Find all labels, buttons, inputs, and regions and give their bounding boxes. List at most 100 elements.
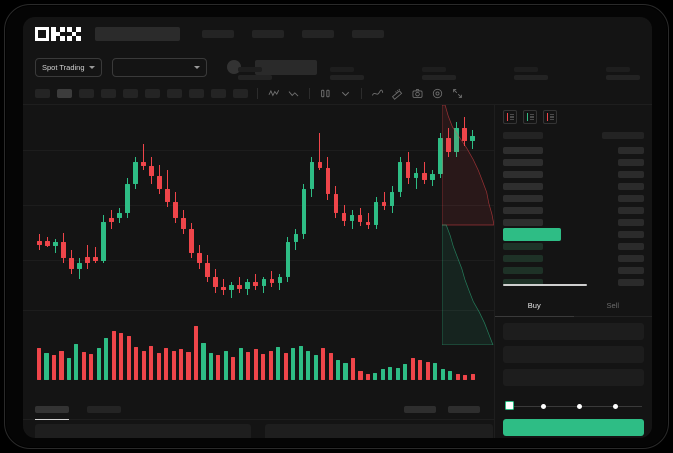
last-price-value xyxy=(254,59,317,75)
volume-bar xyxy=(208,353,214,380)
candlestick xyxy=(69,105,74,310)
candlestick xyxy=(429,105,435,310)
timeframe-button-1[interactable] xyxy=(35,89,50,98)
volume-bar xyxy=(104,338,109,380)
order-book-ask-row[interactable] xyxy=(503,144,644,156)
orderbook-mode-asks[interactable] xyxy=(543,110,557,124)
order-amount xyxy=(618,194,644,202)
chevron-down-icon[interactable] xyxy=(339,87,352,100)
order-amount xyxy=(618,182,644,190)
orderbook-mode-both[interactable] xyxy=(503,110,517,124)
timeframe-button-3[interactable] xyxy=(79,89,94,98)
column-header-price xyxy=(503,132,543,139)
top-navigation-bar xyxy=(23,17,652,51)
nav-link-4[interactable] xyxy=(352,30,384,38)
tab-order-history[interactable] xyxy=(87,406,121,413)
nav-link-2[interactable] xyxy=(252,30,284,38)
candlestick xyxy=(141,105,146,310)
tab-sell[interactable]: Sell xyxy=(606,301,619,310)
tab-open-orders[interactable] xyxy=(35,406,69,420)
submit-buy-button[interactable] xyxy=(503,419,644,436)
candlestick xyxy=(453,105,459,310)
nav-link-3[interactable] xyxy=(302,30,334,38)
okx-logo-icon[interactable] xyxy=(35,27,81,41)
candlestick xyxy=(77,105,82,310)
stat-label xyxy=(606,67,630,72)
order-amount xyxy=(618,242,644,250)
order-book-bid-row[interactable] xyxy=(503,252,644,264)
candlestick xyxy=(93,105,98,310)
amount-percent-slider[interactable] xyxy=(505,401,642,411)
market-type-dropdown[interactable]: Spot Trading xyxy=(35,57,102,77)
slider-handle[interactable] xyxy=(505,401,514,410)
timeframe-button-5[interactable] xyxy=(123,89,138,98)
order-book-ask-row[interactable] xyxy=(503,156,644,168)
candlestick xyxy=(237,105,243,310)
candlestick-icon[interactable] xyxy=(267,87,280,100)
timeframe-button-2[interactable] xyxy=(57,89,72,98)
tab-buy[interactable]: Buy xyxy=(495,295,574,317)
timeframe-button-7[interactable] xyxy=(167,89,182,98)
timeframe-button-6[interactable] xyxy=(145,89,160,98)
volume-bar xyxy=(238,348,243,380)
stat-value xyxy=(422,75,456,80)
timeframe-button-4[interactable] xyxy=(101,89,116,98)
candlestick xyxy=(53,105,58,310)
candlestick xyxy=(85,105,90,310)
order-price xyxy=(503,254,543,262)
candlestick xyxy=(277,105,283,310)
order-book-ask-row[interactable] xyxy=(503,204,644,216)
ruler-icon[interactable] xyxy=(391,87,404,100)
pair-selector-dropdown[interactable] xyxy=(111,57,207,77)
volume-bar xyxy=(463,375,468,380)
order-book-bid-row[interactable] xyxy=(503,240,644,252)
orderbook-mode-bids[interactable] xyxy=(523,110,537,124)
candlestick xyxy=(45,105,50,310)
logo-letter-o xyxy=(35,27,49,41)
order-book-ask-row[interactable] xyxy=(503,180,644,192)
candlestick xyxy=(197,105,202,310)
stat-item xyxy=(422,67,456,80)
nav-link-1[interactable] xyxy=(202,30,234,38)
line-chart-icon[interactable] xyxy=(287,87,300,100)
order-book-ask-row[interactable] xyxy=(503,192,644,204)
order-field-amount[interactable] xyxy=(503,346,644,363)
order-field-total[interactable] xyxy=(503,369,644,386)
timeframe-button-8[interactable] xyxy=(189,89,204,98)
volume-bar xyxy=(410,357,415,380)
order-book-bid-row[interactable] xyxy=(503,276,644,288)
candlestick xyxy=(349,105,355,310)
slider-stop-75[interactable] xyxy=(613,403,618,409)
search-input[interactable] xyxy=(95,27,180,41)
volume-bar xyxy=(81,351,86,380)
price-chart[interactable] xyxy=(23,105,494,400)
volume-bar xyxy=(425,361,430,380)
trendline-icon[interactable] xyxy=(371,87,384,100)
fullscreen-icon[interactable] xyxy=(451,87,464,100)
candlestick xyxy=(381,105,387,310)
indicators-icon[interactable] xyxy=(319,87,332,100)
volume-bar xyxy=(51,355,57,380)
slider-stop-50[interactable] xyxy=(577,403,582,409)
order-book-bid-row[interactable] xyxy=(503,264,644,276)
camera-icon[interactable] xyxy=(411,87,424,100)
volume-bar xyxy=(365,373,370,380)
order-book-last-price-row[interactable] xyxy=(503,227,644,241)
candlestick xyxy=(461,105,467,310)
tab-action-1[interactable] xyxy=(404,406,436,413)
order-field-price[interactable] xyxy=(503,323,644,340)
candlestick xyxy=(205,105,211,310)
timeframe-button-9[interactable] xyxy=(211,89,226,98)
order-book-table[interactable] xyxy=(495,128,652,288)
tab-action-2[interactable] xyxy=(448,406,480,413)
volume-bar xyxy=(119,333,124,380)
volume-bar xyxy=(134,346,139,380)
volume-bar xyxy=(388,366,393,380)
order-book-ask-row[interactable] xyxy=(503,216,644,228)
order-book-ask-row[interactable] xyxy=(503,168,644,180)
candlestick xyxy=(181,105,186,310)
settings-gear-icon[interactable] xyxy=(431,87,444,100)
slider-stop-25[interactable] xyxy=(541,403,546,409)
timeframe-button-10[interactable] xyxy=(233,89,248,98)
scrollbar[interactable] xyxy=(503,284,587,286)
